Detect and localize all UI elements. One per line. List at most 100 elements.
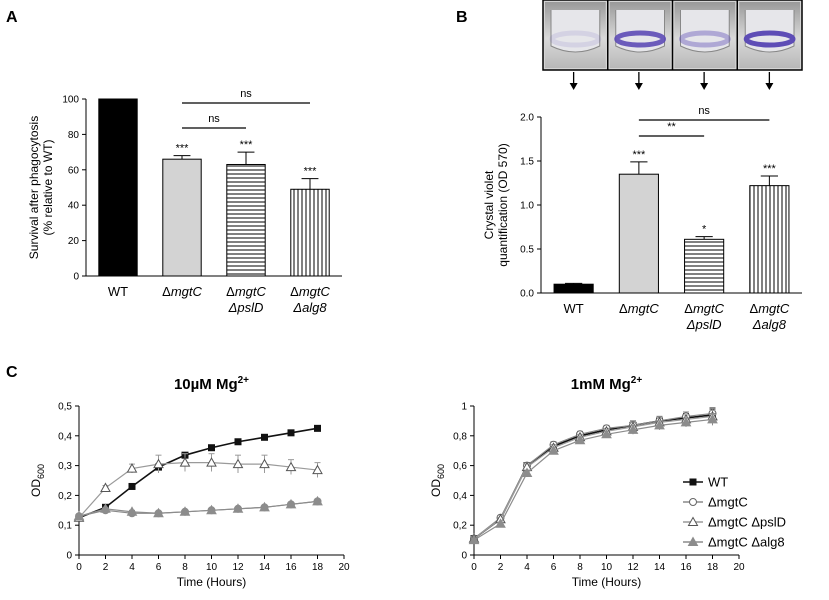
y-tick-label: 40 bbox=[68, 201, 80, 212]
x-tick-label: 10 bbox=[601, 562, 613, 573]
category-label-line1: ΔmgtC bbox=[226, 284, 266, 299]
x-tick-label: 14 bbox=[259, 562, 271, 573]
y-axis-label-line2: (% relative to WT) bbox=[41, 139, 55, 235]
bar bbox=[684, 238, 725, 294]
category-name: WT bbox=[108, 284, 128, 299]
biofilm-tube-photos bbox=[542, 0, 803, 90]
panel-label-b: B bbox=[456, 9, 468, 26]
category-label-line1: ΔmgtC bbox=[290, 284, 330, 299]
x-tick-label: 0 bbox=[76, 562, 82, 573]
data-point bbox=[654, 419, 665, 430]
significance-stars: * bbox=[702, 224, 707, 236]
x-tick-label: 10 bbox=[206, 562, 218, 573]
y-tick-label: 0,4 bbox=[58, 431, 72, 442]
series-line bbox=[473, 418, 713, 541]
series-2 bbox=[468, 409, 718, 543]
data-point bbox=[206, 504, 217, 515]
biofilm-ring bbox=[614, 30, 666, 48]
y-tick-label: 0,6 bbox=[453, 461, 467, 472]
y-axis-label-subscript: 600 bbox=[36, 464, 46, 479]
y-tick-label: 0,2 bbox=[58, 491, 72, 502]
y-axis-label-text: OD bbox=[429, 479, 443, 497]
bracket-label: ns bbox=[208, 113, 220, 125]
data-point bbox=[234, 438, 242, 446]
data-point bbox=[126, 506, 138, 516]
category-label-line2: ΔpslD bbox=[686, 317, 722, 332]
bracket-label: ** bbox=[667, 121, 676, 133]
data-point bbox=[627, 424, 639, 434]
category-name: mgtC bbox=[693, 301, 725, 316]
series-3 bbox=[73, 495, 323, 521]
y-tick-label: 0,1 bbox=[58, 521, 72, 532]
y-tick-label: 1.5 bbox=[520, 157, 534, 168]
x-tick-label: 12 bbox=[627, 562, 639, 573]
y-tick-label: 0 bbox=[461, 551, 467, 562]
y-tick-label: 0,5 bbox=[58, 402, 72, 413]
series-3 bbox=[468, 412, 718, 545]
data-point bbox=[312, 495, 323, 506]
category-label-line1: ΔmgtC bbox=[619, 301, 659, 316]
panel-label-c: C bbox=[6, 364, 18, 381]
y-tick-label: 2.0 bbox=[520, 113, 534, 124]
biofilm-ring bbox=[743, 30, 796, 48]
data-point bbox=[100, 482, 111, 492]
y-tick-label: 0.5 bbox=[520, 245, 534, 256]
data-point bbox=[707, 413, 718, 424]
bar bbox=[553, 283, 594, 294]
legend-marker bbox=[689, 478, 697, 486]
legend-label: ΔmgtC bbox=[708, 495, 748, 510]
chart-c2-growth-1mM: 1mM Mg2+00,20,40,60,810 2 4 6 8 10 12 14 16 18 20T… bbox=[429, 375, 745, 589]
category-name: mgtC bbox=[758, 301, 790, 316]
chart-title: 10µM Mg2+ bbox=[174, 375, 249, 393]
bar bbox=[618, 173, 659, 294]
category-name: mgtC bbox=[235, 284, 267, 299]
series-0 bbox=[470, 408, 716, 543]
arrow-head bbox=[700, 83, 709, 90]
category-delta: Δ bbox=[619, 301, 628, 316]
category-delta: Δ bbox=[684, 301, 693, 316]
tube-photo bbox=[545, 2, 606, 68]
category-delta: Δ bbox=[226, 284, 235, 299]
bar bbox=[290, 188, 330, 277]
x-tick-label: 12 bbox=[232, 562, 244, 573]
y-tick-label: 0,3 bbox=[58, 461, 72, 472]
x-axis-label: Time (Hours) bbox=[572, 575, 642, 589]
data-point bbox=[495, 518, 506, 528]
data-point bbox=[179, 506, 191, 516]
tube-photo bbox=[739, 2, 800, 68]
category-label-line1: ΔmgtC bbox=[684, 301, 724, 316]
legend-marker bbox=[687, 536, 699, 546]
data-point bbox=[208, 444, 215, 452]
category-name: mgtC bbox=[628, 301, 660, 316]
x-tick-label: 16 bbox=[285, 562, 297, 573]
data-point bbox=[314, 424, 321, 432]
bracket-label: ns bbox=[240, 88, 252, 100]
y-tick-label: 0 bbox=[66, 551, 72, 562]
data-point bbox=[259, 501, 270, 512]
x-tick-label: 6 bbox=[156, 562, 162, 573]
series-line bbox=[473, 415, 713, 540]
series-line bbox=[473, 414, 713, 540]
y-axis-label-line2: quantification (OD 570) bbox=[496, 143, 510, 266]
data-point bbox=[128, 482, 136, 490]
y-tick-label: 0.0 bbox=[520, 289, 534, 300]
series-line bbox=[78, 500, 318, 517]
tube-photo bbox=[674, 2, 736, 68]
x-tick-label: 4 bbox=[524, 562, 530, 573]
chart-title: 1mM Mg2+ bbox=[571, 375, 643, 393]
bar bbox=[98, 98, 138, 277]
legend-marker bbox=[687, 516, 699, 526]
tube-outline bbox=[680, 10, 730, 53]
y-tick-label: 0,2 bbox=[453, 521, 467, 532]
x-tick-label: 20 bbox=[338, 562, 350, 573]
legend-item: ΔmgtC bbox=[683, 495, 748, 510]
category-label-line2: ΔpslD bbox=[228, 300, 264, 315]
y-tick-label: 0,8 bbox=[453, 431, 467, 442]
series-1 bbox=[470, 406, 717, 543]
y-axis-label-subscript: 600 bbox=[436, 464, 446, 479]
series-0 bbox=[75, 424, 321, 522]
x-tick-label: 2 bbox=[103, 562, 109, 573]
legend-item: ΔmgtC Δalg8 bbox=[683, 535, 785, 550]
panel-label-a: A bbox=[6, 9, 18, 26]
y-tick-label: 60 bbox=[68, 165, 80, 176]
